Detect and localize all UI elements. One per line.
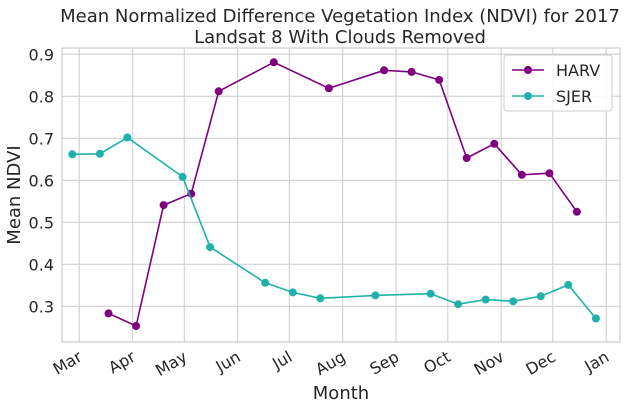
data-point-sjer xyxy=(454,300,463,309)
legend-label-harv: HARV xyxy=(556,61,600,80)
series-line-sjer xyxy=(72,136,597,320)
y-tick-label: 0.6 xyxy=(29,171,54,190)
x-tick-label: Dec xyxy=(523,347,559,379)
legend: HARV SJER xyxy=(503,54,613,112)
data-point-sjer xyxy=(481,295,490,304)
y-tick-label: 0.3 xyxy=(29,297,54,316)
data-point-sjer xyxy=(316,294,325,303)
data-point-harv xyxy=(104,309,113,318)
series-sjer xyxy=(68,133,600,323)
x-tick-label: Apr xyxy=(105,347,139,378)
data-point-harv xyxy=(462,154,471,162)
data-point-sjer xyxy=(509,297,518,306)
y-tick-label: 0.4 xyxy=(29,255,54,274)
x-tick-label: May xyxy=(152,347,190,380)
x-tick-label: Jan xyxy=(580,347,612,376)
data-point-harv xyxy=(517,170,526,179)
y-tick-label: 0.7 xyxy=(29,129,54,148)
y-axis-label: Mean NDVI xyxy=(4,145,25,244)
data-point-sjer xyxy=(178,172,187,181)
data-point-sjer xyxy=(426,289,435,298)
data-point-harv xyxy=(132,322,141,330)
x-tick-label: Jun xyxy=(212,347,244,376)
x-tick-label: Mar xyxy=(50,347,86,379)
data-point-sjer xyxy=(261,278,270,287)
data-point-sjer xyxy=(288,288,297,297)
data-point-harv xyxy=(324,84,333,93)
data-point-sjer xyxy=(591,314,600,323)
data-point-sjer xyxy=(95,149,104,158)
data-point-sjer xyxy=(206,243,215,252)
x-tick-label: Nov xyxy=(471,347,508,379)
x-axis-label: Month xyxy=(313,383,369,404)
data-point-harv xyxy=(159,201,168,210)
series-layer xyxy=(68,58,600,330)
x-tick-label: Jul xyxy=(268,347,295,374)
data-point-harv xyxy=(435,75,444,84)
data-point-sjer xyxy=(564,280,573,289)
legend-swatch-marker xyxy=(524,92,532,100)
data-point-sjer xyxy=(123,133,132,142)
x-tick-label: Sep xyxy=(366,347,402,379)
data-point-harv xyxy=(407,67,416,76)
data-point-sjer xyxy=(536,292,545,301)
chart-title-line-2: Landsat 8 With Clouds Removed xyxy=(194,27,486,48)
x-tick-label: Aug xyxy=(312,347,349,379)
series-harv xyxy=(104,58,581,330)
legend-label-sjer: SJER xyxy=(556,87,592,106)
data-point-harv xyxy=(269,58,278,67)
y-tick-label: 0.5 xyxy=(29,213,54,232)
data-point-sjer xyxy=(68,150,77,159)
legend-swatch-marker xyxy=(524,66,532,74)
data-point-sjer xyxy=(371,291,380,300)
data-point-harv xyxy=(545,169,554,178)
data-point-harv xyxy=(490,139,499,148)
y-tick-label: 0.8 xyxy=(29,87,54,106)
data-point-harv xyxy=(380,66,389,75)
data-point-harv xyxy=(572,207,581,216)
grid-lines xyxy=(62,48,620,342)
plot-frame xyxy=(61,47,621,343)
chart-title-line-1: Mean Normalized Difference Vegetation In… xyxy=(60,6,620,27)
data-point-harv xyxy=(214,87,223,96)
y-tick-label: 0.9 xyxy=(29,45,54,64)
x-tick-label: Oct xyxy=(420,347,453,377)
